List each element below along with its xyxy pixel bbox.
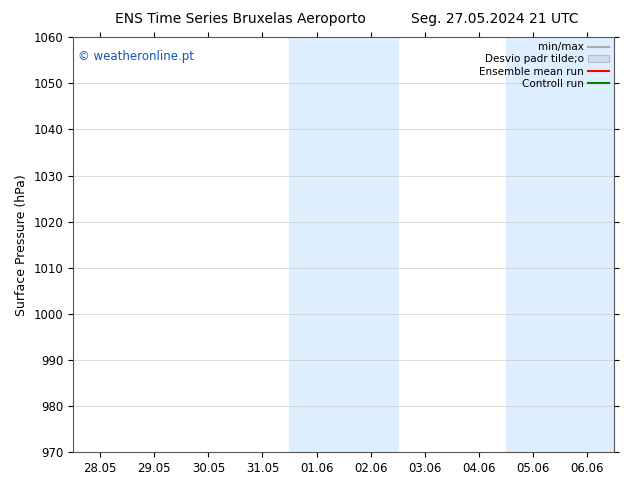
Bar	[290, 37, 344, 452]
Text: © weatheronline.pt: © weatheronline.pt	[79, 49, 195, 63]
Bar	[560, 37, 614, 452]
Text: ENS Time Series Bruxelas Aeroporto: ENS Time Series Bruxelas Aeroporto	[115, 12, 366, 26]
Bar	[506, 37, 560, 452]
Legend: min/max, Desvio padr tilde;o, Ensemble mean run, Controll run: min/max, Desvio padr tilde;o, Ensemble m…	[479, 42, 609, 89]
Y-axis label: Surface Pressure (hPa): Surface Pressure (hPa)	[15, 174, 28, 316]
Bar	[344, 37, 398, 452]
Text: Seg. 27.05.2024 21 UTC: Seg. 27.05.2024 21 UTC	[411, 12, 578, 26]
